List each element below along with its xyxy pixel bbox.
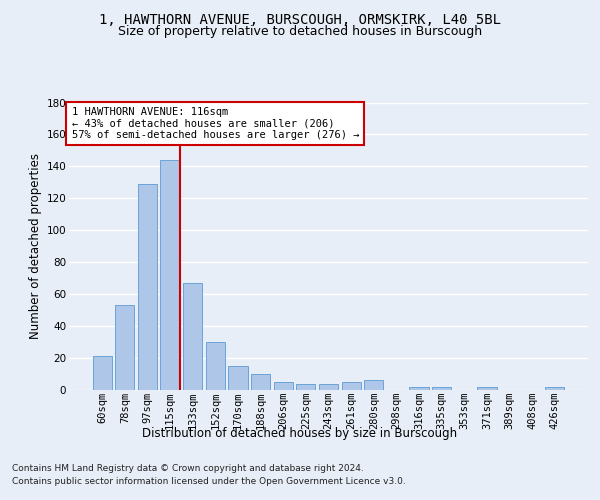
- Y-axis label: Number of detached properties: Number of detached properties: [29, 153, 43, 340]
- Bar: [206, 342, 225, 390]
- Bar: [229, 366, 248, 390]
- Bar: [92, 356, 112, 390]
- Text: Size of property relative to detached houses in Burscough: Size of property relative to detached ho…: [118, 25, 482, 38]
- Bar: [545, 387, 565, 390]
- Bar: [477, 387, 497, 390]
- Bar: [296, 384, 316, 390]
- Bar: [274, 382, 293, 390]
- Bar: [432, 387, 451, 390]
- Bar: [183, 283, 202, 390]
- Text: Distribution of detached houses by size in Burscough: Distribution of detached houses by size …: [142, 428, 458, 440]
- Text: 1, HAWTHORN AVENUE, BURSCOUGH, ORMSKIRK, L40 5BL: 1, HAWTHORN AVENUE, BURSCOUGH, ORMSKIRK,…: [99, 12, 501, 26]
- Bar: [319, 384, 338, 390]
- Bar: [364, 380, 383, 390]
- Text: Contains HM Land Registry data © Crown copyright and database right 2024.: Contains HM Land Registry data © Crown c…: [12, 464, 364, 473]
- Bar: [341, 382, 361, 390]
- Text: 1 HAWTHORN AVENUE: 116sqm
← 43% of detached houses are smaller (206)
57% of semi: 1 HAWTHORN AVENUE: 116sqm ← 43% of detac…: [71, 107, 359, 140]
- Bar: [251, 374, 270, 390]
- Bar: [160, 160, 180, 390]
- Text: Contains public sector information licensed under the Open Government Licence v3: Contains public sector information licen…: [12, 478, 406, 486]
- Bar: [409, 387, 428, 390]
- Bar: [115, 306, 134, 390]
- Bar: [138, 184, 157, 390]
